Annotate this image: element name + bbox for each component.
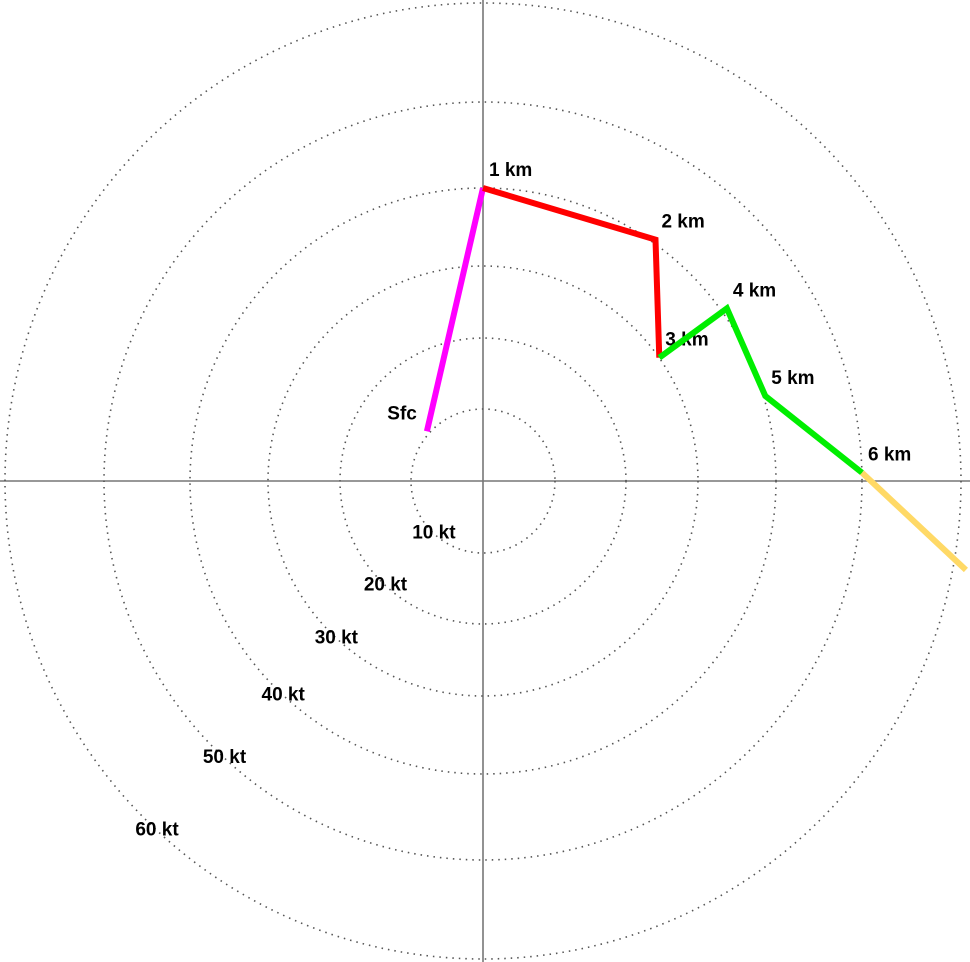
range-ring (103, 101, 863, 861)
hodograph-segment (423, 187, 486, 432)
range-ring (189, 187, 777, 775)
range-ring (339, 337, 627, 625)
range-ring (410, 408, 556, 554)
ring-label: 60 kt (135, 820, 179, 841)
height-label: 4 km (733, 280, 776, 301)
height-label: 5 km (771, 368, 814, 389)
range-ring (4, 2, 962, 960)
height-label: Sfc (387, 403, 417, 424)
hodograph-segment (482, 185, 663, 358)
range-ring (267, 265, 699, 697)
hodograph-segment (859, 470, 968, 573)
height-label: 1 km (489, 160, 532, 181)
hodograph-segment (657, 303, 864, 476)
height-label: 6 km (868, 445, 911, 466)
ring-label: 30 kt (315, 627, 359, 648)
ring-label: 50 kt (203, 747, 247, 768)
ring-label: 20 kt (364, 575, 408, 596)
ring-label: 40 kt (262, 684, 306, 705)
ring-label: 10 kt (412, 523, 456, 544)
height-label: 2 km (661, 212, 704, 233)
